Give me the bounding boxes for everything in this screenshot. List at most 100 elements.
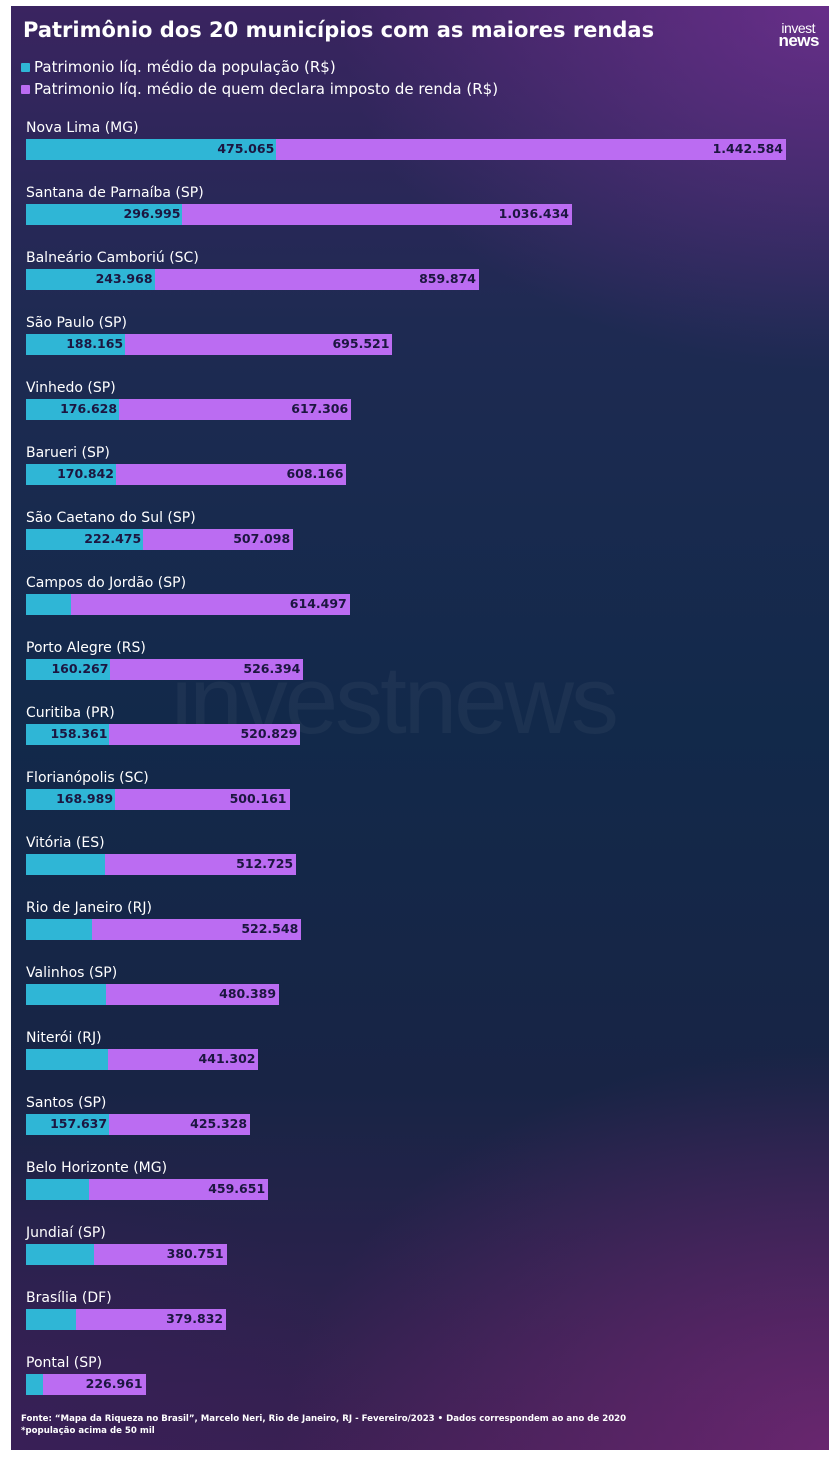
bar-chart: Nova Lima (MG) 1.442.584 475.065 Santana de…	[26, 120, 816, 1420]
bar-population: 157.637	[26, 1114, 110, 1135]
value-label-taxpayers: 617.306	[291, 401, 349, 416]
bar-track: 608.166 170.842	[26, 464, 806, 485]
bar-population: 170.842	[26, 464, 116, 485]
value-label-taxpayers: 520.829	[240, 726, 298, 741]
category-label: Brasília (DF)	[26, 1290, 112, 1306]
bar-track: 617.306 176.628	[26, 399, 806, 420]
bar-row: Nova Lima (MG) 1.442.584 475.065	[26, 120, 816, 185]
bar-population	[26, 1179, 90, 1200]
bar-population	[26, 984, 106, 1005]
category-label: Nova Lima (MG)	[26, 120, 139, 136]
bar-row: Niterói (RJ) 441.302	[26, 1030, 816, 1095]
value-label-taxpayers: 507.098	[233, 531, 291, 546]
category-label: Vinhedo (SP)	[26, 380, 116, 396]
logo-top-text: invest	[781, 20, 815, 36]
value-label-taxpayers: 526.394	[243, 661, 301, 676]
category-label: Santos (SP)	[26, 1095, 107, 1111]
value-label-taxpayers: 425.328	[190, 1116, 248, 1131]
bar-population: 222.475	[26, 529, 144, 550]
value-label-taxpayers: 459.651	[208, 1181, 266, 1196]
bar-population: 475.065	[26, 139, 277, 160]
bar-row: Santos (SP) 425.328 157.637	[26, 1095, 816, 1160]
bar-population	[26, 1244, 95, 1265]
chart-title: Patrimônio dos 20 municípios com as maio…	[23, 18, 655, 42]
bar-track: 500.161 168.989	[26, 789, 806, 810]
value-label-taxpayers: 512.725	[236, 856, 294, 871]
category-label: Vitória (ES)	[26, 835, 105, 851]
bar-track: 441.302	[26, 1049, 806, 1070]
category-label: Balneário Camboriú (SC)	[26, 250, 199, 266]
value-label-population: 176.628	[60, 401, 118, 416]
value-label-taxpayers: 480.389	[219, 986, 277, 1001]
bar-taxpayers: 614.497	[26, 594, 350, 615]
bar-row: Pontal (SP) 226.961	[26, 1355, 816, 1420]
value-label-population: 188.165	[66, 336, 124, 351]
category-label: Florianópolis (SC)	[26, 770, 149, 786]
bar-track: 614.497	[26, 594, 806, 615]
value-label-taxpayers: 1.036.434	[498, 206, 570, 221]
bar-track: 522.548	[26, 919, 806, 940]
value-label-taxpayers: 608.166	[286, 466, 344, 481]
category-label: Jundiaí (SP)	[26, 1225, 106, 1241]
bar-row: Vitória (ES) 512.725	[26, 835, 816, 900]
bar-row: Brasília (DF) 379.832	[26, 1290, 816, 1355]
category-label: Niterói (RJ)	[26, 1030, 102, 1046]
value-label-taxpayers: 500.161	[229, 791, 287, 806]
footer: Fonte: “Mapa da Riqueza no Brasil”, Marc…	[21, 1413, 626, 1437]
bar-row: Jundiaí (SP) 380.751	[26, 1225, 816, 1290]
logo-bottom-text: news	[778, 31, 819, 50]
value-label-taxpayers: 859.874	[419, 271, 476, 286]
category-label: Pontal (SP)	[26, 1355, 103, 1371]
bar-track: 480.389	[26, 984, 806, 1005]
value-label-taxpayers: 379.832	[166, 1311, 224, 1326]
category-label: São Caetano do Sul (SP)	[26, 510, 196, 526]
bar-population	[26, 919, 93, 940]
value-label-population: 222.475	[84, 531, 142, 546]
bar-population: 188.165	[26, 334, 126, 355]
bar-population: 168.989	[26, 789, 116, 810]
bar-track: 1.036.434 296.995	[26, 204, 806, 225]
bar-row: São Paulo (SP) 695.521 188.165	[26, 315, 816, 380]
bar-row: Barueri (SP) 608.166 170.842	[26, 445, 816, 510]
value-label-population: 170.842	[57, 466, 114, 481]
legend-item-population: Patrimonio líq. médio da população (R$)	[21, 56, 498, 78]
bar-row: São Caetano do Sul (SP) 507.098 222.475	[26, 510, 816, 575]
bar-row: Belo Horizonte (MG) 459.651	[26, 1160, 816, 1225]
value-label-population: 158.361	[50, 726, 108, 741]
bar-track: 859.874 243.968	[26, 269, 806, 290]
legend-label-taxpayers: Patrimonio líq. médio de quem declara im…	[34, 80, 499, 98]
bar-row: Curitiba (PR) 520.829 158.361	[26, 705, 816, 770]
value-label-population: 157.637	[50, 1116, 108, 1131]
value-label-taxpayers: 695.521	[332, 336, 390, 351]
bar-population	[26, 1049, 109, 1070]
bar-track: 520.829 158.361	[26, 724, 806, 745]
bar-population: 296.995	[26, 204, 183, 225]
bar-track: 507.098 222.475	[26, 529, 806, 550]
value-label-population: 160.267	[51, 661, 109, 676]
bar-track: 695.521 188.165	[26, 334, 806, 355]
bar-population: 158.361	[26, 724, 110, 745]
bar-track: 526.394 160.267	[26, 659, 806, 680]
source-note: Fonte: “Mapa da Riqueza no Brasil”, Marc…	[21, 1414, 627, 1424]
bar-population: 176.628	[26, 399, 120, 420]
bar-population	[26, 1309, 77, 1330]
bar-track: 425.328 157.637	[26, 1114, 806, 1135]
category-label: Barueri (SP)	[26, 445, 110, 461]
bar-track: 379.832	[26, 1309, 806, 1330]
category-label: Rio de Janeiro (RJ)	[26, 900, 152, 916]
population-note: *população acima de 50 mil	[21, 1426, 155, 1436]
bar-population	[26, 594, 72, 615]
category-label: Campos do Jordão (SP)	[26, 575, 187, 591]
bar-population	[26, 1374, 43, 1395]
bar-track: 226.961	[26, 1374, 806, 1395]
bar-track: 380.751	[26, 1244, 806, 1265]
bar-population: 160.267	[26, 659, 111, 680]
category-label: Porto Alegre (RS)	[26, 640, 146, 656]
legend: Patrimonio líq. médio da população (R$) …	[21, 56, 498, 100]
category-label: Santana de Parnaíba (SP)	[26, 185, 204, 201]
value-label-population: 296.995	[123, 206, 181, 221]
value-label-taxpayers: 380.751	[166, 1246, 224, 1261]
legend-swatch-population	[21, 62, 30, 72]
category-label: São Paulo (SP)	[26, 315, 127, 331]
bar-taxpayers: 522.548	[26, 919, 302, 940]
